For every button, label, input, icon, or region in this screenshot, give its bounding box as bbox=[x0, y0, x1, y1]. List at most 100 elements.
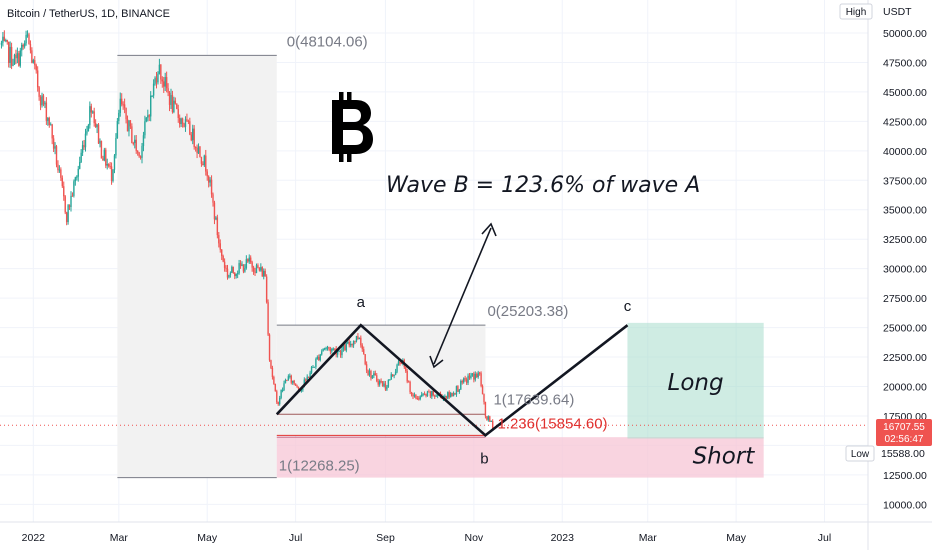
candle bbox=[406, 368, 408, 384]
candle-body bbox=[305, 379, 307, 381]
candle bbox=[431, 390, 433, 400]
candle-body bbox=[384, 383, 387, 390]
candle-body bbox=[92, 111, 94, 113]
candle-body bbox=[132, 143, 135, 145]
candle-body bbox=[357, 336, 359, 339]
candle-body bbox=[138, 152, 140, 157]
candle bbox=[473, 371, 475, 383]
candle bbox=[457, 385, 459, 392]
long-zone-label: Long bbox=[668, 370, 724, 396]
candle bbox=[125, 107, 127, 124]
candle-body bbox=[154, 77, 156, 84]
long-zone[interactable] bbox=[627, 322, 764, 439]
annotation-arrow[interactable] bbox=[433, 227, 492, 365]
candle-body bbox=[313, 366, 316, 368]
candle-body bbox=[386, 386, 388, 390]
candle-body bbox=[178, 117, 181, 125]
candle-body bbox=[70, 195, 72, 207]
price-tick-label: 25000.00 bbox=[883, 323, 927, 335]
candle-body bbox=[467, 375, 469, 383]
high-badge-label: High bbox=[846, 7, 867, 18]
candle bbox=[377, 378, 379, 387]
candle bbox=[34, 56, 36, 70]
candle-body bbox=[193, 128, 195, 148]
candle bbox=[422, 393, 424, 397]
candle bbox=[286, 379, 288, 382]
candle-body bbox=[5, 40, 7, 42]
candle bbox=[63, 181, 65, 201]
wave-abc-path[interactable] bbox=[275, 323, 629, 437]
candle bbox=[474, 371, 476, 382]
time-tick-label: 2023 bbox=[551, 532, 575, 544]
candle bbox=[487, 415, 490, 422]
candle-body bbox=[464, 378, 466, 380]
candle bbox=[2, 32, 4, 47]
candle bbox=[412, 392, 414, 400]
short-zone[interactable] bbox=[276, 437, 764, 478]
candle-body bbox=[435, 395, 437, 397]
candle bbox=[173, 96, 175, 114]
candle bbox=[196, 144, 198, 159]
candle bbox=[451, 392, 453, 397]
candle bbox=[310, 365, 313, 375]
candle bbox=[190, 132, 192, 142]
candle bbox=[413, 392, 416, 398]
candle-body bbox=[231, 266, 233, 273]
candle-body bbox=[461, 381, 463, 383]
current-price-badge[interactable] bbox=[876, 419, 932, 446]
candle bbox=[471, 373, 474, 377]
candle-body bbox=[341, 348, 343, 356]
candle bbox=[371, 374, 374, 379]
candle bbox=[239, 260, 242, 269]
candle-body bbox=[73, 181, 75, 196]
candle-body bbox=[126, 119, 129, 132]
candle-body bbox=[83, 145, 85, 148]
candle-body bbox=[486, 416, 488, 420]
candle bbox=[280, 389, 282, 400]
candle-body bbox=[460, 381, 462, 390]
candle bbox=[51, 123, 53, 145]
candle-body bbox=[80, 152, 82, 163]
candle-body bbox=[235, 274, 237, 277]
candle-body bbox=[294, 383, 297, 386]
candle bbox=[281, 387, 284, 393]
candle bbox=[144, 115, 146, 139]
candle-body bbox=[365, 364, 368, 371]
candle-body bbox=[176, 103, 178, 109]
candle bbox=[58, 165, 61, 173]
candle-body bbox=[196, 147, 198, 154]
price-tick-label: 35000.00 bbox=[883, 205, 927, 217]
candle bbox=[97, 122, 100, 144]
candle-body bbox=[247, 259, 249, 262]
candle bbox=[425, 393, 427, 398]
candle-body bbox=[61, 177, 64, 187]
candle-body bbox=[155, 77, 158, 83]
high-badge bbox=[839, 3, 873, 20]
candle bbox=[105, 147, 107, 169]
price-tick-label: 10000.00 bbox=[883, 499, 927, 511]
candle bbox=[251, 260, 253, 272]
candle bbox=[100, 140, 103, 159]
candle bbox=[164, 72, 166, 92]
candle-body bbox=[371, 375, 374, 379]
candle-body bbox=[271, 368, 274, 378]
candle bbox=[35, 63, 37, 74]
candle bbox=[290, 374, 292, 385]
low-badge-label: Low bbox=[851, 449, 870, 460]
candle bbox=[161, 76, 163, 88]
candle bbox=[378, 379, 381, 387]
fib-retracement-1-box[interactable] bbox=[117, 55, 277, 478]
candle-body bbox=[383, 383, 385, 387]
wave-b-annotation[interactable]: Wave B = 123.6% of wave A bbox=[386, 173, 700, 198]
price-tick-label: 37500.00 bbox=[883, 175, 927, 187]
overlay-layer bbox=[275, 222, 629, 437]
candle-body bbox=[306, 376, 308, 381]
arrow-head-up-icon bbox=[481, 222, 497, 237]
candle bbox=[332, 347, 334, 351]
candle bbox=[348, 339, 350, 348]
candle-body bbox=[192, 128, 194, 141]
candle-body bbox=[416, 397, 419, 399]
candle-body bbox=[390, 374, 392, 380]
candle bbox=[345, 340, 348, 353]
